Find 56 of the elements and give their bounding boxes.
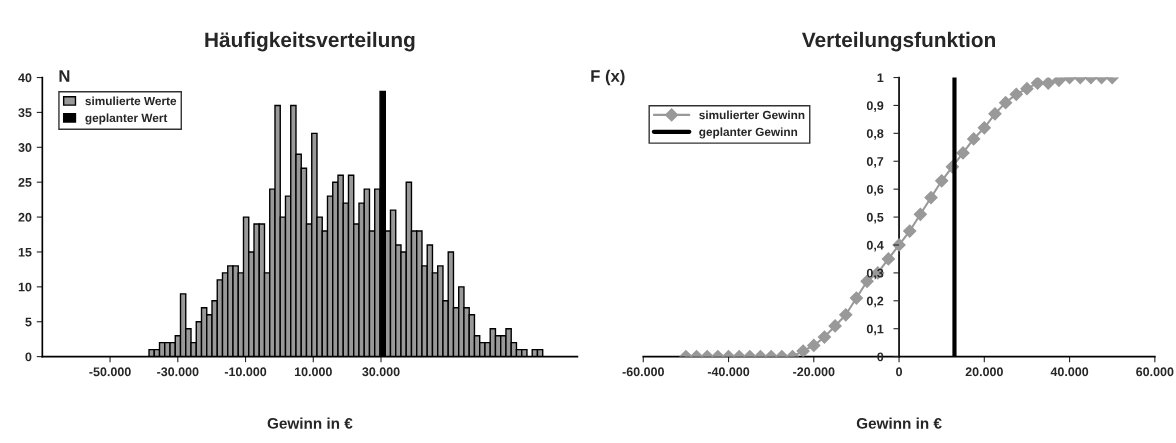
- y-axis-title: N: [59, 70, 70, 82]
- x-tick-label: 20.000: [965, 367, 1003, 377]
- y-tick-label: 40: [18, 73, 32, 83]
- y-tick-label: 15: [18, 247, 32, 257]
- x-axis-title: Gewinn in €: [856, 417, 942, 429]
- y-tick-label: 0,8: [866, 129, 884, 140]
- x-tick-label: -50.000: [89, 367, 131, 377]
- y-tick-label: 20: [18, 212, 32, 222]
- chart-title: Häufigkeitsverteilung: [205, 31, 415, 52]
- point: [881, 252, 895, 266]
- x-tick-label: -20.000: [793, 367, 835, 377]
- y-tick-label: 30: [18, 143, 32, 152]
- y-tick-label: 5: [25, 317, 32, 327]
- y-tick-label: 25: [18, 177, 32, 187]
- legend-label: simulierter Gewinn: [699, 110, 805, 120]
- y-tick-label: 0: [25, 352, 32, 362]
- y-tick-label: 10: [18, 282, 32, 292]
- point: [988, 107, 1002, 121]
- y-tick-label: 0,7: [866, 157, 884, 168]
- legend-label: geplanter Wert: [85, 113, 168, 125]
- chart-title: Verteilungsfunktion: [801, 31, 995, 52]
- point: [1009, 87, 1023, 101]
- x-tick-label: -30.000: [157, 367, 199, 377]
- point: [1031, 77, 1045, 90]
- point: [1041, 77, 1055, 90]
- y-tick-label: 0,6: [866, 184, 884, 196]
- x-tick-label: 10.000: [294, 367, 332, 377]
- point: [977, 121, 991, 135]
- y-tick-label: 0,4: [866, 240, 884, 252]
- y-tick-label: 1: [877, 73, 884, 83]
- point: [999, 96, 1013, 110]
- x-tick-label: -40.000: [707, 367, 750, 377]
- point: [956, 146, 970, 160]
- y-tick-label: 0,5: [866, 212, 884, 224]
- point: [935, 174, 949, 188]
- point: [903, 224, 917, 238]
- y-tick-label: 0,2: [866, 296, 884, 308]
- point: [849, 291, 864, 305]
- x-tick-label: 60.000: [1136, 367, 1174, 377]
- y-tick-label: 35: [18, 108, 32, 118]
- x-tick-label: 40.000: [1050, 367, 1089, 377]
- y-axis-title: F (x): [591, 69, 625, 86]
- legend-label: geplanter Gewinn: [699, 127, 798, 139]
- point: [924, 190, 938, 205]
- point: [913, 207, 927, 221]
- legend-label: simulierte Werte: [85, 96, 177, 106]
- point: [967, 132, 981, 146]
- x-axis-title: Gewinn in €: [267, 417, 353, 429]
- x-tick-label: 30.000: [362, 367, 400, 377]
- y-tick-label: 0,1: [866, 324, 884, 336]
- y-tick-label: 0,9: [866, 101, 884, 112]
- x-tick-label: -60.000: [622, 367, 664, 377]
- point: [1052, 77, 1066, 87]
- x-tick-label: 0: [896, 367, 903, 377]
- x-tick-label: -10.000: [224, 367, 267, 377]
- point: [1020, 82, 1034, 96]
